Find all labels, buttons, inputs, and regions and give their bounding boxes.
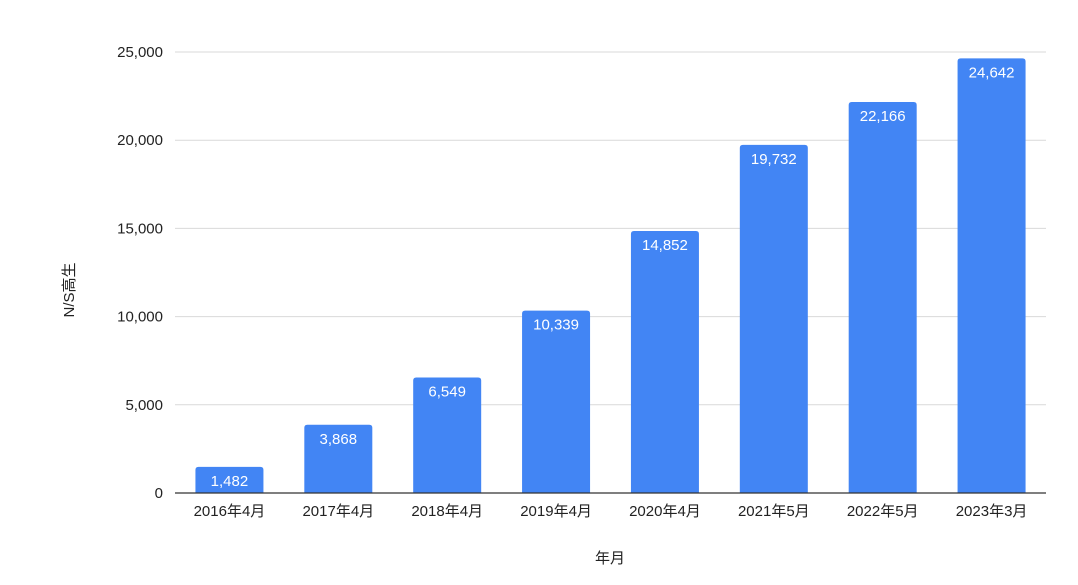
bar xyxy=(304,424,373,493)
bars xyxy=(195,58,1026,493)
y-axis-title: N/S高生 xyxy=(61,262,78,317)
x-tick-label: 2023年3月 xyxy=(956,503,1028,520)
y-tick-label: 10,000 xyxy=(117,309,163,326)
y-tick-label: 25,000 xyxy=(117,44,163,61)
x-tick-label: 2017年4月 xyxy=(302,503,374,520)
x-tick-label: 2018年4月 xyxy=(411,503,483,520)
bar xyxy=(522,310,591,493)
y-tick-label: 0 xyxy=(155,485,163,502)
x-tick-label: 2022年5月 xyxy=(847,503,919,520)
bar-value-label: 10,339 xyxy=(533,317,579,334)
bar xyxy=(195,466,264,493)
bar xyxy=(630,231,699,493)
bar-value-labels: 1,482 3,868 6,549 10,339 14,852 19,732 22,166 2… xyxy=(211,64,1015,490)
x-tick-label: 2020年4月 xyxy=(629,503,701,520)
bar-value-label: 1,482 xyxy=(211,473,249,490)
bar-value-label: 19,732 xyxy=(751,151,797,168)
x-axis-title: 年月 xyxy=(595,550,625,567)
bar xyxy=(848,101,917,493)
bar xyxy=(739,144,808,493)
y-axis-ticks: 0 5,000 10,000 15,000 20,000 25,000 xyxy=(117,44,163,502)
bar-value-label: 24,642 xyxy=(969,64,1015,81)
bar-value-label: 22,166 xyxy=(860,108,906,125)
bar-value-label: 3,868 xyxy=(320,431,358,448)
y-tick-label: 5,000 xyxy=(125,397,163,414)
bar-value-label: 14,852 xyxy=(642,237,688,254)
bar xyxy=(957,58,1026,493)
x-tick-label: 2021年5月 xyxy=(738,503,810,520)
x-tick-label: 2016年4月 xyxy=(194,503,266,520)
bar-value-label: 6,549 xyxy=(428,383,466,400)
bar xyxy=(413,377,482,493)
x-axis-ticks: 2016年4月 2017年4月 2018年4月 2019年4月 2020年4月 2021年… xyxy=(194,503,1028,520)
y-tick-label: 15,000 xyxy=(117,220,163,237)
y-tick-label: 20,000 xyxy=(117,132,163,149)
x-tick-label: 2019年4月 xyxy=(520,503,592,520)
